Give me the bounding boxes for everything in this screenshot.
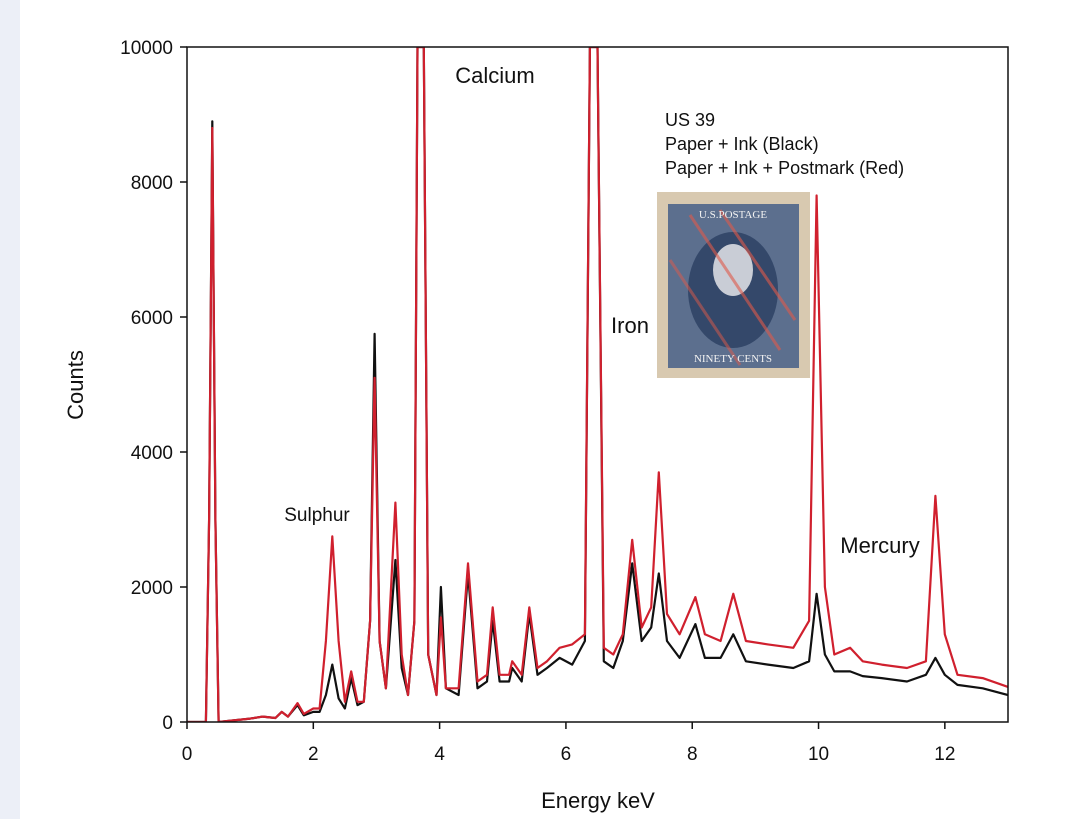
y-axis-label: Counts [63,350,88,420]
y-tick-label: 2000 [131,578,173,599]
x-tick-label: 6 [561,744,572,765]
y-tick-label: 0 [162,713,173,734]
annotation: Sulphur [284,505,350,526]
x-axis-label: Energy keV [541,788,655,813]
panel [20,0,1077,819]
annotation: Calcium [455,63,534,88]
annotation: Iron [611,313,649,338]
plot-frame [186,46,1009,723]
postmark [688,214,782,351]
stamp-image: U.S.POSTAGE NINETY CENTS [657,192,810,378]
x-tick-label: 0 [182,744,193,765]
y-tick-label: 10000 [120,38,173,59]
stamp-face [713,244,753,296]
annotation: Mercury [840,533,919,558]
annotation: US 39 [665,110,715,130]
annotation: Paper + Ink + Postmark (Red) [665,158,904,178]
x-tick-label: 2 [308,744,319,765]
x-tick-label: 8 [687,744,698,765]
y-tick-label: 8000 [131,173,173,194]
stamp-text: U.S.POSTAGE [699,209,767,221]
postmark [668,259,742,366]
x-tick-label: 4 [434,744,445,765]
y-tick-label: 6000 [131,308,173,329]
annotation: Paper + Ink (Black) [665,134,819,154]
y-tick-label: 4000 [131,443,173,464]
stamp-text: NINETY CENTS [694,353,772,365]
series-line [187,47,1008,722]
x-tick-label: 10 [808,744,829,765]
postmark [718,209,797,321]
x-tick-label: 12 [934,744,955,765]
